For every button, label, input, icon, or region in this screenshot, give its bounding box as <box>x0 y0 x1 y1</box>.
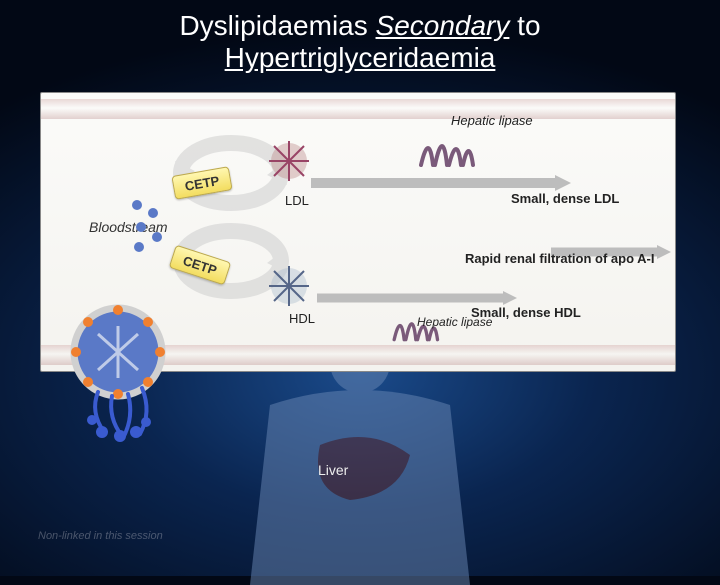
hepatic-lipase-icon-top <box>411 121 481 169</box>
small-dense-hdl-label: Small, dense HDL <box>471 305 581 320</box>
hepatic-lipase-label-top: Hepatic lipase <box>451 113 533 128</box>
rapid-renal-filtration-label: Rapid renal filtration of apo A-I <box>465 251 654 266</box>
vessel-wall-top <box>41 99 675 119</box>
liver-label: Liver <box>318 462 348 478</box>
small-dense-ldl-label: Small, dense LDL <box>511 191 619 206</box>
lipoprotein-icon <box>48 302 188 442</box>
title-heading: Dyslipidaemias Secondary to Hypertriglyc… <box>0 10 720 74</box>
title-line2: Hypertriglyceridaemia <box>225 42 496 73</box>
body-silhouette <box>210 335 510 585</box>
title-emphasis: Secondary <box>376 10 510 41</box>
arrow-ldl <box>311 173 571 193</box>
watermark-text: Non-linked in this session <box>38 530 163 542</box>
title-suffix: to <box>509 10 540 41</box>
title-prefix: Dyslipidaemias <box>179 10 375 41</box>
hdl-label: HDL <box>289 311 315 326</box>
hdl-particle-icon <box>266 263 312 309</box>
small-particles-icon <box>127 193 171 263</box>
ldl-label: LDL <box>285 193 309 208</box>
ldl-particle-icon <box>266 138 312 184</box>
slide-title: Dyslipidaemias Secondary to Hypertriglyc… <box>0 0 720 80</box>
